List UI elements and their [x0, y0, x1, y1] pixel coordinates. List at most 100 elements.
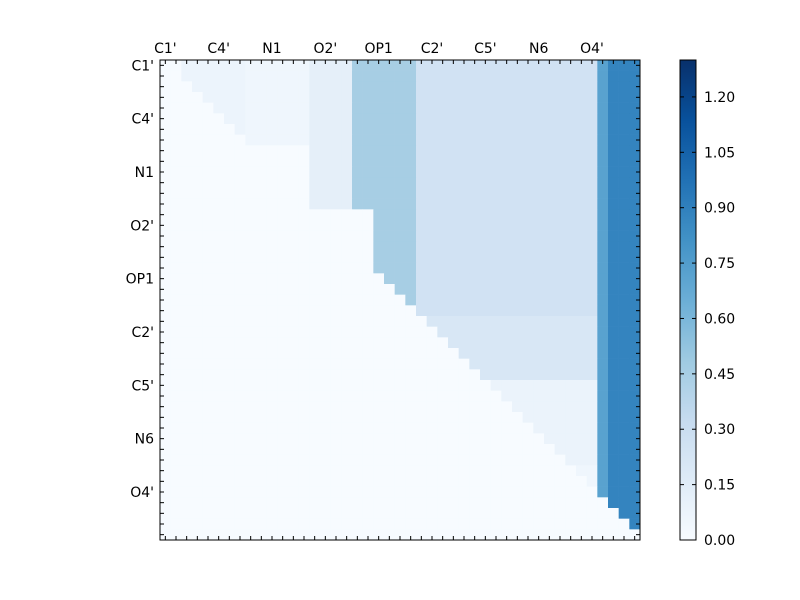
heatmap-cell — [298, 284, 310, 295]
heatmap-cell — [352, 390, 363, 402]
heatmap-cell — [597, 273, 609, 285]
heatmap-cell — [245, 508, 257, 519]
heatmap-cell — [384, 529, 395, 541]
heatmap-cell — [448, 209, 459, 221]
heatmap-cell — [533, 92, 545, 103]
heatmap-cell — [341, 113, 353, 125]
heatmap-cell — [554, 156, 566, 167]
heatmap-cell — [533, 156, 545, 167]
heatmap-cell — [181, 284, 193, 295]
heatmap-cell — [618, 412, 630, 423]
heatmap-cell — [458, 262, 470, 274]
heatmap-cell — [192, 209, 203, 221]
heatmap-cell — [181, 102, 193, 114]
heatmap-cell — [362, 422, 374, 434]
heatmap-cell — [320, 124, 331, 135]
heatmap-cell — [309, 145, 321, 157]
heatmap-cell — [437, 518, 449, 530]
heatmap-cell — [256, 305, 267, 317]
heatmap-cell — [384, 412, 395, 423]
heatmap-cell — [501, 348, 513, 359]
heatmap-cell — [266, 177, 278, 189]
heatmap-cell — [202, 518, 214, 530]
heatmap-cell — [330, 70, 342, 82]
heatmap-cell — [256, 230, 267, 242]
heatmap-cell — [202, 70, 214, 82]
heatmap-cell — [256, 444, 267, 455]
heatmap-cell — [448, 454, 459, 466]
heatmap-cell — [170, 476, 182, 487]
heatmap-cell — [501, 476, 513, 487]
heatmap-cell — [256, 465, 267, 477]
heatmap-cell — [416, 113, 427, 125]
heatmap-cell — [256, 198, 267, 210]
heatmap-cell — [213, 486, 225, 498]
heatmap-cell — [384, 70, 395, 82]
heatmap-cell — [405, 465, 417, 477]
x-tick-label: C5' — [474, 41, 497, 57]
heatmap-cell — [426, 412, 438, 423]
heatmap-cell — [245, 316, 257, 327]
heatmap-cell — [501, 486, 513, 498]
heatmap-cell — [501, 465, 513, 477]
heatmap-cell — [416, 198, 427, 210]
heatmap-cell — [576, 358, 587, 370]
heatmap-cell — [160, 294, 171, 306]
heatmap-cell — [341, 358, 353, 370]
heatmap-cell — [533, 380, 545, 391]
heatmap-cell — [224, 113, 235, 125]
heatmap-cell — [426, 188, 438, 199]
heatmap-cell — [490, 422, 502, 434]
heatmap-cell — [490, 433, 502, 445]
heatmap-cell — [384, 380, 395, 391]
heatmap-cell — [480, 454, 491, 466]
heatmap-cell — [298, 70, 310, 82]
heatmap-cell — [320, 230, 331, 242]
heatmap-cell — [469, 241, 481, 253]
heatmap-cell — [330, 476, 342, 487]
heatmap-cell — [224, 60, 235, 71]
heatmap-cell — [341, 305, 353, 317]
heatmap-cell — [362, 305, 374, 317]
heatmap-cell — [277, 486, 289, 498]
heatmap-cell — [266, 380, 278, 391]
heatmap-cell — [192, 81, 203, 93]
heatmap-cell — [224, 369, 235, 381]
heatmap-cell — [298, 369, 310, 381]
heatmap-cell — [576, 113, 587, 125]
heatmap-cell — [469, 497, 481, 509]
heatmap-cell — [234, 390, 246, 402]
heatmap-cell — [458, 305, 470, 317]
heatmap-cell — [394, 305, 406, 317]
heatmap-cell — [437, 476, 449, 487]
heatmap-cell — [277, 422, 289, 434]
heatmap-cell — [394, 60, 406, 71]
heatmap-cell — [405, 102, 417, 114]
heatmap-cell — [448, 230, 459, 242]
heatmap-cell — [576, 326, 587, 338]
heatmap-cell — [181, 294, 193, 306]
heatmap-cell — [629, 401, 641, 413]
heatmap-cell — [501, 166, 513, 178]
heatmap-cell — [554, 273, 566, 285]
heatmap-cell — [277, 252, 289, 263]
heatmap-cell — [576, 166, 587, 178]
heatmap-cell — [373, 134, 385, 146]
heatmap-cell — [544, 358, 555, 370]
heatmap-cell — [288, 124, 299, 135]
heatmap-cell — [458, 284, 470, 295]
heatmap-cell — [501, 60, 513, 71]
heatmap-cell — [576, 284, 587, 295]
heatmap-cell — [341, 188, 353, 199]
heatmap-cell — [330, 401, 342, 413]
heatmap-cell — [373, 177, 385, 189]
heatmap-cell — [234, 198, 246, 210]
heatmap-cell — [426, 81, 438, 93]
heatmap-cell — [522, 454, 534, 466]
heatmap-cell — [533, 113, 545, 125]
heatmap-cell — [202, 220, 214, 231]
heatmap-cell — [490, 476, 502, 487]
heatmap-cell — [213, 518, 225, 530]
heatmap-cell — [213, 497, 225, 509]
heatmap-cell — [373, 465, 385, 477]
